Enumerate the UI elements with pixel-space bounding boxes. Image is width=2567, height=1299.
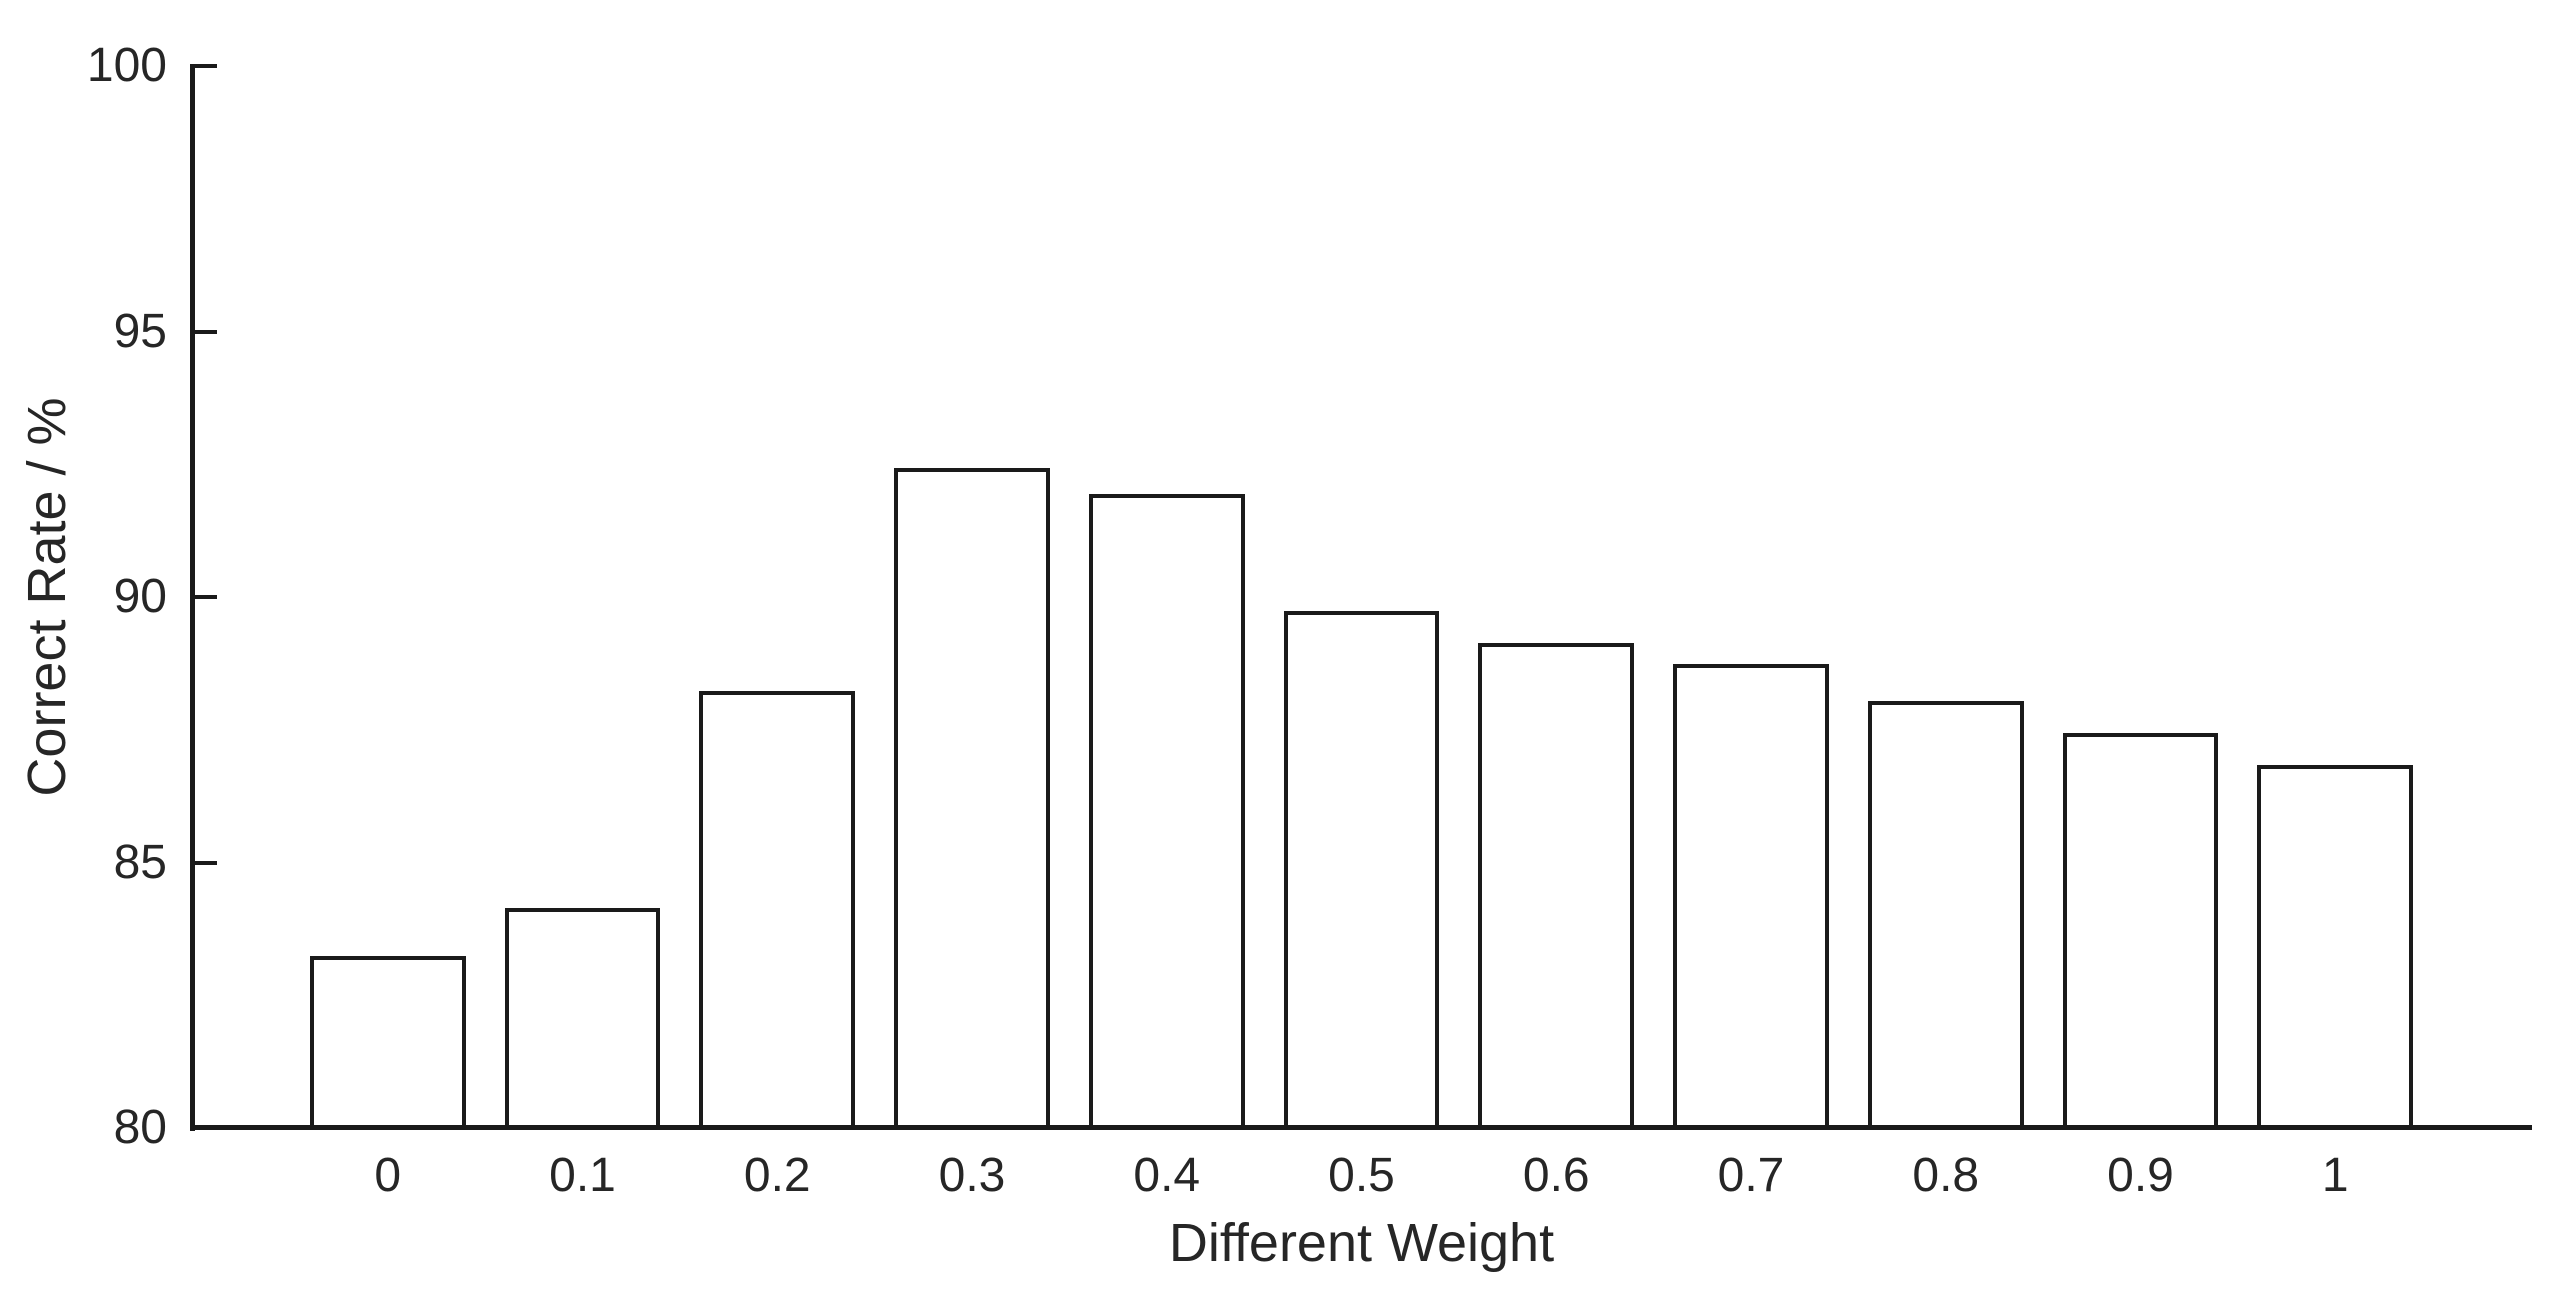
x-axis-line <box>190 1125 2532 1130</box>
bar <box>699 690 856 1128</box>
bar <box>2062 733 2219 1128</box>
y-tick-mark <box>193 860 217 865</box>
x-tick-label: 0.5 <box>1328 1149 1395 1202</box>
y-tick-label: 85 <box>113 835 167 889</box>
y-tick-mark <box>193 595 217 599</box>
bar <box>2257 764 2414 1128</box>
bar <box>309 956 466 1128</box>
y-axis-line <box>190 64 195 1131</box>
x-tick-label: 0.1 <box>549 1149 616 1202</box>
y-axis-title: Correct Rate / % <box>16 397 77 797</box>
y-tick-label: 80 <box>113 1101 167 1154</box>
x-tick-label: 0.8 <box>1912 1149 1980 1202</box>
plot-area: 80 85 90 95 100 0 0.1 0.2 0.3 0.4 0.5 0.6 0.7 0.8 0.9… <box>87 42 2532 1200</box>
x-tick-label: 1 <box>2321 1149 2349 1202</box>
y-tick-mark <box>193 64 217 68</box>
y-tick-label: 100 <box>86 39 167 92</box>
bar <box>1673 664 1829 1128</box>
x-tick-label: 0.3 <box>938 1149 1006 1202</box>
x-tick-label: 0.6 <box>1522 1149 1590 1202</box>
bar <box>1088 494 1245 1128</box>
x-tick-label: 0.9 <box>2107 1149 2174 1202</box>
bar <box>1478 642 1635 1128</box>
y-tick-label: 90 <box>113 570 167 623</box>
y-tick-mark <box>193 329 217 334</box>
bar <box>894 467 1050 1128</box>
x-tick-label: 0.7 <box>1717 1149 1785 1202</box>
bar <box>504 908 661 1128</box>
bar <box>1867 701 2024 1128</box>
x-tick-label: 0.4 <box>1133 1149 1201 1202</box>
x-tick-label: 0 <box>374 1149 402 1202</box>
y-tick-label: 95 <box>113 304 167 358</box>
bar <box>1283 610 1440 1128</box>
x-axis-title: Different Weight <box>1168 1213 1555 1273</box>
x-tick-label: 0.2 <box>743 1149 811 1202</box>
